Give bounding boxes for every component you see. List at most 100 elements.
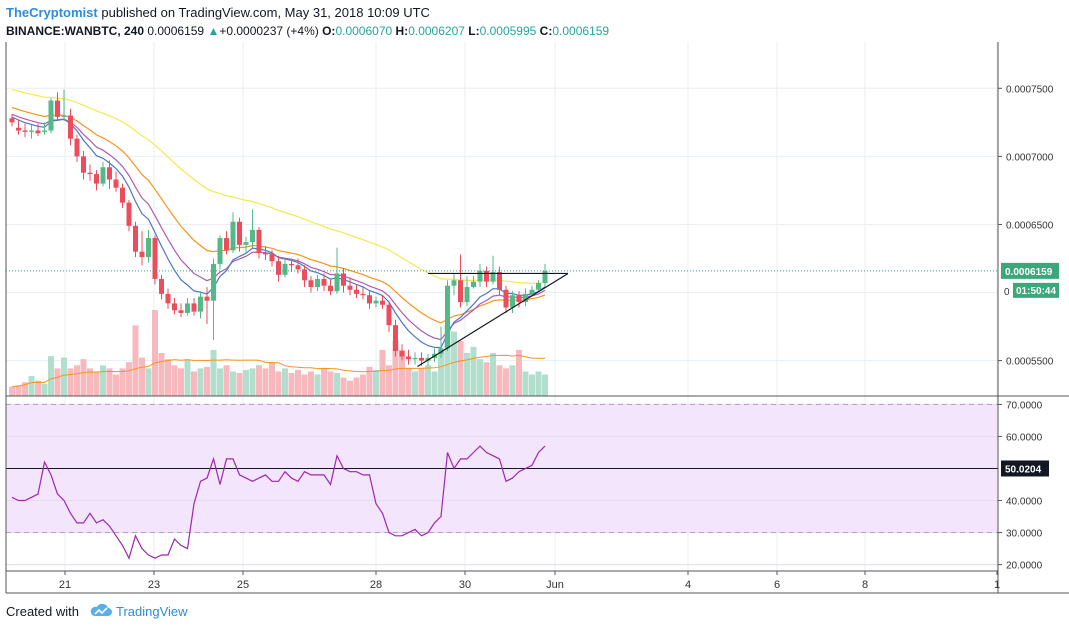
candle <box>490 272 496 282</box>
ema-line-1 <box>11 106 546 324</box>
countdown-tag <box>1013 282 1059 298</box>
volume-bar <box>249 368 256 396</box>
volume-bar <box>74 365 80 396</box>
volume-bar <box>503 368 509 396</box>
candle <box>9 118 15 123</box>
candle <box>35 130 41 134</box>
triangle-support-line <box>417 272 569 368</box>
candle <box>308 280 314 288</box>
candle <box>321 278 327 286</box>
volume-bar <box>269 362 275 396</box>
time-tick-label: Jun <box>546 579 564 591</box>
candle <box>282 263 288 275</box>
rsi-axis[interactable]: 70.0000 60.0000 40.0000 30.0000 20.0000 <box>998 400 1043 572</box>
volume-bar <box>80 359 87 396</box>
volume-bar <box>340 377 347 396</box>
candle <box>126 202 132 226</box>
candle <box>451 280 457 286</box>
volume-bar <box>399 349 405 396</box>
candle <box>399 351 405 357</box>
candle <box>367 295 372 304</box>
candle <box>295 265 301 270</box>
high-label: H: <box>395 24 409 38</box>
volume-bar <box>113 374 119 396</box>
candle <box>113 179 119 188</box>
author-link[interactable]: TheCryptomist <box>6 5 98 20</box>
volume-bar <box>126 362 132 396</box>
candle <box>503 289 509 308</box>
price-tick-label: 0.0007500 <box>1006 84 1054 95</box>
time-tick-label: 30 <box>459 579 471 591</box>
candle <box>445 285 450 349</box>
volume-bar <box>334 372 340 396</box>
candle <box>22 130 28 132</box>
volume-bar <box>379 349 386 396</box>
time-tick-label: 25 <box>237 579 249 591</box>
candle <box>217 238 223 264</box>
candle <box>81 156 86 173</box>
volume-bar <box>210 349 217 396</box>
volume-bar <box>464 353 470 396</box>
candle <box>386 304 392 326</box>
volume-bar <box>87 368 93 396</box>
axes-layer <box>5 42 1069 594</box>
price-tick-label: 0.0006500 <box>1006 220 1054 231</box>
volume-bar <box>204 366 210 396</box>
volume-bar <box>139 357 145 396</box>
volume-bar <box>93 371 100 396</box>
price-tick-label: 0.0005500 <box>1006 357 1054 368</box>
volume-bar <box>15 385 22 396</box>
volume-bar <box>308 371 314 396</box>
volume-bar <box>347 380 353 396</box>
candle <box>191 303 197 312</box>
volume-bar <box>256 365 262 396</box>
candle <box>16 127 21 131</box>
publish-line: TheCryptomist published on TradingView.c… <box>6 4 1006 22</box>
candle <box>289 263 294 266</box>
candle <box>334 273 340 292</box>
volume-bar <box>217 368 223 396</box>
volume-bar <box>483 362 490 396</box>
volume-bar <box>48 356 54 396</box>
time-tick-label: 21 <box>59 579 71 591</box>
volume-bar <box>451 331 457 396</box>
candle <box>29 130 34 132</box>
volume-bar <box>275 371 282 396</box>
volume-bar <box>425 365 431 396</box>
volume-bar <box>243 369 249 396</box>
time-axis[interactable]: 21 23 25 28 30 Jun 4 6 8 1 <box>59 571 1000 591</box>
candle <box>61 115 67 117</box>
volume-bar <box>386 365 392 396</box>
tradingview-link[interactable]: TradingView <box>116 604 188 619</box>
candle <box>146 238 151 258</box>
created-with-label: Created with <box>6 604 79 619</box>
volume-bar <box>145 368 152 396</box>
triangle-pattern-drawing[interactable] <box>417 272 569 368</box>
price-axis[interactable]: 0.0007500 0.0007000 0.0006500 0.0005500 <box>998 84 1054 368</box>
volume-bar <box>457 340 464 396</box>
candle <box>419 357 424 361</box>
candle <box>198 296 203 312</box>
low-value: 0.0005995 <box>479 24 537 38</box>
last-price-tag-label: 0.0006159 <box>1005 267 1053 278</box>
chart-canvas[interactable]: 0.0007500 0.0007000 0.0006500 0.0005500 70.… <box>0 0 1069 600</box>
volume-bar <box>288 372 295 396</box>
volume-bar <box>353 377 360 396</box>
volume-bar <box>178 368 184 396</box>
low-label: L: <box>468 24 480 38</box>
volume-bar <box>22 382 28 396</box>
high-value: 0.0006207 <box>408 24 465 38</box>
volume-bar <box>535 371 542 396</box>
candle <box>230 221 236 251</box>
candle <box>243 242 249 245</box>
volume-bar <box>470 346 477 396</box>
candle <box>94 174 99 184</box>
symbol-name: BINANCE:WANBTC, 240 <box>6 24 145 38</box>
candle <box>373 300 379 304</box>
volume-bar <box>67 368 74 396</box>
candle <box>341 273 346 286</box>
volume-bar <box>438 349 444 396</box>
volume-bar <box>392 340 399 396</box>
candle <box>139 251 145 258</box>
footer: Created with TradingView <box>6 602 188 622</box>
